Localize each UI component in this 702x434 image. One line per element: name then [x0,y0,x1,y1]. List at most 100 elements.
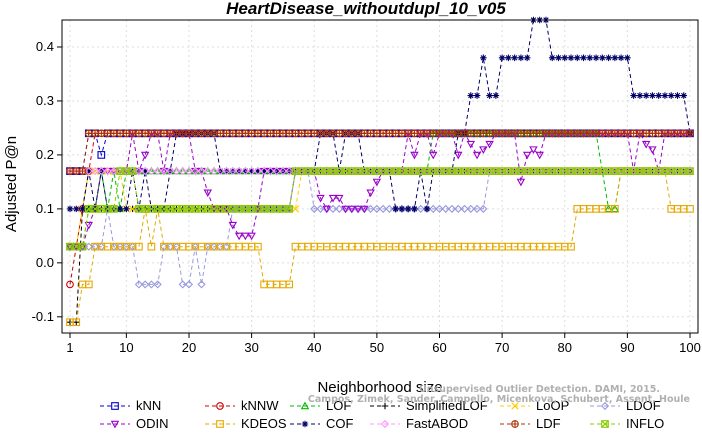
legend-marker [511,402,519,410]
data-point [141,129,150,138]
legend-label: COF [326,416,354,431]
y-tick-label: 0.1 [36,201,54,216]
y-tick-label: -0.1 [32,309,54,324]
data-point [254,167,262,175]
data-point [79,205,86,213]
data-point [203,167,212,176]
data-point [611,54,619,62]
data-point [310,129,319,138]
legend-marker [216,420,224,428]
x-tick-label: 30 [244,340,258,355]
data-point [504,129,513,138]
data-point [153,280,162,289]
data-point [391,129,400,138]
data-point [134,167,143,176]
data-point [147,167,156,176]
data-point [272,129,281,138]
legend-item-cof: COF [290,416,354,431]
data-point [72,205,80,213]
legend-marker [110,420,120,429]
data-point [448,129,456,138]
legend-item-knn: kNN [100,398,161,413]
data-point [686,129,694,138]
data-point [279,129,287,138]
x-axis-label: Neighborhood size [317,379,442,396]
data-point [178,167,187,176]
data-point [598,129,607,138]
data-point [166,167,175,176]
data-point [209,167,219,176]
data-point [97,167,106,176]
data-point [184,167,194,176]
data-point [373,129,381,138]
data-point [479,204,488,213]
data-point [241,167,250,176]
data-point [341,205,350,214]
data-point [285,205,294,213]
data-point [97,151,106,159]
legend-marker [301,420,309,428]
data-point [316,204,325,213]
legend-marker [380,419,390,429]
x-tick-label: 20 [182,340,196,355]
x-tick-label: 100 [679,340,701,355]
data-point [648,146,657,154]
data-point [567,129,575,138]
data-point [623,129,632,138]
data-point [599,54,606,62]
x-tick-label: 60 [432,340,446,355]
x-tick-label: 50 [370,340,384,355]
data-point [222,167,231,176]
data-point [523,54,531,62]
data-point [159,167,169,176]
data-point [473,92,481,99]
data-point [379,204,388,213]
legend-marker [111,402,119,410]
data-point [328,204,338,213]
y-tick-label: 0.4 [36,39,54,54]
data-point [103,129,112,138]
data-point [523,129,532,138]
data-point [78,242,87,251]
legend-label: SimplifiedLOF [406,398,488,413]
data-point [555,54,562,62]
data-point [505,54,512,62]
data-point [247,232,256,241]
data-point [366,129,375,138]
data-point [686,205,694,213]
legend-marker [601,420,609,428]
legend-label: kNN [136,398,161,413]
data-point [517,129,525,138]
data-point [210,129,218,138]
data-point [197,280,206,289]
data-point [97,129,106,138]
data-point [72,167,81,175]
data-point [372,204,381,213]
data-point [122,129,131,138]
data-point [485,129,494,138]
data-point [203,129,212,138]
data-point [466,204,475,213]
legend-marker [600,401,610,411]
data-point [561,54,569,62]
data-point [498,129,506,138]
data-point [347,129,356,138]
data-point [516,178,526,187]
data-point [636,92,644,99]
data-point [661,129,669,138]
data-point [304,129,312,138]
data-point [247,129,256,138]
data-point [85,167,93,175]
data-point [360,205,369,214]
data-point [473,129,481,138]
data-point [385,129,394,138]
data-point [492,129,500,138]
data-point [185,129,193,138]
legend-item-knnw: kNNW [205,398,279,413]
legend-label: LDF [536,416,561,431]
data-point [103,167,112,176]
data-point [466,129,475,138]
data-point [203,189,213,198]
data-point [91,129,99,138]
data-point [141,280,150,289]
